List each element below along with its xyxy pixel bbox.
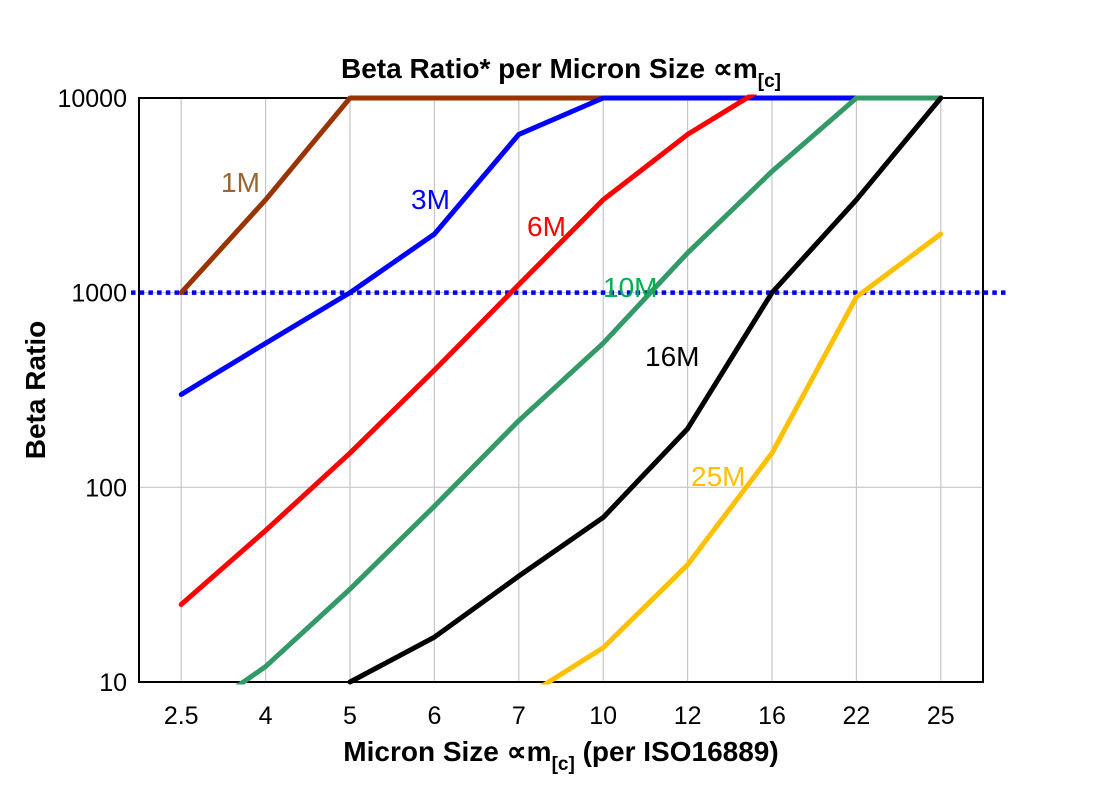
series-label-10M: 10M: [603, 272, 657, 303]
chart-title-text: Beta Ratio* per Micron Size: [340, 53, 713, 84]
x-tick-label-2.5: 2.5: [164, 702, 199, 730]
x-tick-label-12: 12: [674, 702, 702, 730]
y-tick-label-10000: 10000: [57, 85, 127, 113]
series-label-6M: 6M: [527, 211, 566, 242]
x-tick-label-5: 5: [343, 702, 357, 730]
y-tick-label-1000: 1000: [71, 280, 127, 308]
micron-subscript: [c]: [551, 754, 575, 775]
y-tick-label-100: 100: [85, 474, 127, 502]
series-line-16M: [347, 95, 944, 685]
y-tick-label-10: 10: [99, 669, 127, 697]
series-line-10M: [235, 95, 944, 685]
x-tick-label-6: 6: [427, 702, 441, 730]
series-group: [178, 94, 944, 685]
x-axis-title: Micron Size ∝m[c] (per ISO16889): [139, 735, 983, 776]
x-tick-label-10: 10: [589, 702, 617, 730]
series-label-16M: 16M: [645, 341, 699, 372]
micron-symbol: ∝m: [712, 53, 758, 84]
series-line-6M: [178, 94, 758, 608]
micron-symbol: ∝m: [506, 736, 552, 767]
chart-title: Beta Ratio* per Micron Size ∝m[c]: [139, 52, 983, 93]
series-label-1M: 1M: [221, 167, 260, 198]
series-label-3M: 3M: [411, 184, 450, 215]
series-line-1M: [178, 95, 606, 296]
x-tick-label-16: 16: [758, 702, 786, 730]
x-tick-label-22: 22: [842, 702, 870, 730]
series-line-25M: [540, 231, 944, 685]
x-axis-title-suffix: (per ISO16889): [574, 736, 779, 767]
x-tick-label-4: 4: [259, 702, 273, 730]
series-label-25M: 25M: [691, 461, 745, 492]
x-axis-title-text: Micron Size: [343, 736, 507, 767]
micron-subscript: [c]: [757, 71, 781, 92]
x-tick-label-25: 25: [927, 702, 955, 730]
x-tick-label-7: 7: [512, 702, 526, 730]
y-axis-title: Beta Ratio: [20, 320, 51, 460]
